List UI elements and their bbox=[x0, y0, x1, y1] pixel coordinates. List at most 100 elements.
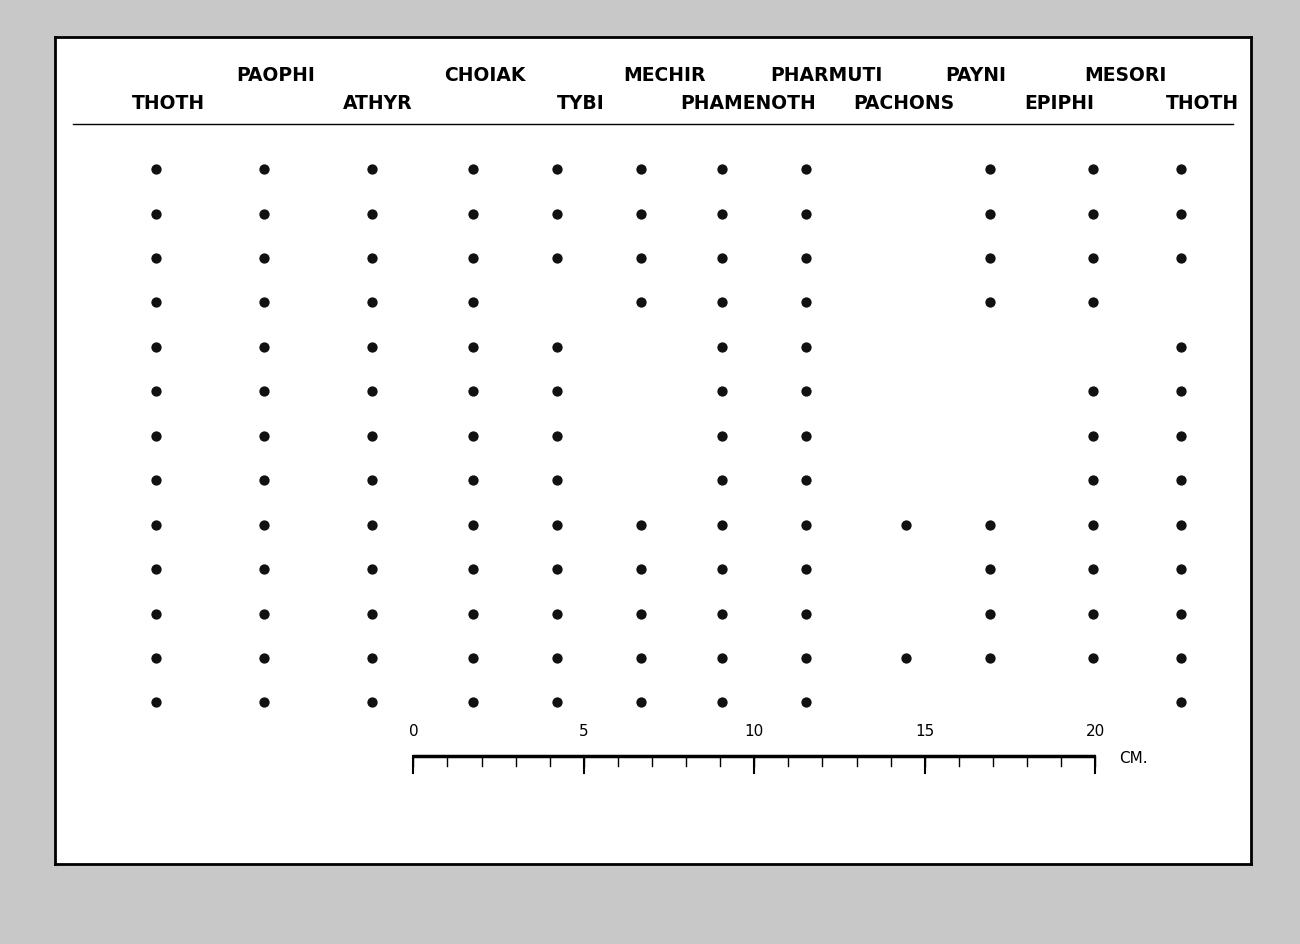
Point bbox=[254, 251, 274, 266]
Point bbox=[546, 251, 567, 266]
Point bbox=[463, 517, 484, 532]
Text: PHARMUTI: PHARMUTI bbox=[770, 66, 883, 85]
Point bbox=[979, 650, 1000, 666]
Point bbox=[1083, 207, 1104, 222]
Point bbox=[1083, 295, 1104, 311]
Text: EPIPHI: EPIPHI bbox=[1024, 94, 1095, 113]
Point bbox=[630, 207, 651, 222]
Point bbox=[711, 162, 732, 177]
Text: 20: 20 bbox=[1086, 723, 1105, 738]
Point bbox=[1083, 606, 1104, 621]
Point bbox=[630, 517, 651, 532]
Point bbox=[796, 517, 816, 532]
Point bbox=[361, 695, 382, 710]
Point bbox=[711, 384, 732, 399]
Point bbox=[630, 251, 651, 266]
Point bbox=[254, 384, 274, 399]
Point bbox=[979, 162, 1000, 177]
Text: 15: 15 bbox=[915, 723, 935, 738]
Point bbox=[463, 162, 484, 177]
Point bbox=[979, 251, 1000, 266]
Text: PHAMENOTH: PHAMENOTH bbox=[680, 94, 816, 113]
Point bbox=[1083, 517, 1104, 532]
Point bbox=[711, 429, 732, 444]
Point bbox=[979, 207, 1000, 222]
Point bbox=[711, 207, 732, 222]
Point bbox=[254, 295, 274, 311]
Point bbox=[546, 606, 567, 621]
Point bbox=[463, 650, 484, 666]
Point bbox=[796, 162, 816, 177]
Text: PACHONS: PACHONS bbox=[853, 94, 954, 113]
Point bbox=[796, 384, 816, 399]
Point bbox=[1171, 340, 1192, 355]
Point bbox=[1083, 384, 1104, 399]
Text: 0: 0 bbox=[408, 723, 419, 738]
Point bbox=[1171, 473, 1192, 488]
Point bbox=[254, 562, 274, 577]
Point bbox=[146, 562, 166, 577]
Point bbox=[546, 429, 567, 444]
Point bbox=[546, 517, 567, 532]
Point bbox=[361, 562, 382, 577]
Point bbox=[146, 650, 166, 666]
Point bbox=[254, 162, 274, 177]
Point bbox=[254, 695, 274, 710]
Point bbox=[361, 473, 382, 488]
Point bbox=[254, 606, 274, 621]
Point bbox=[979, 606, 1000, 621]
Point bbox=[146, 517, 166, 532]
Text: PAYNI: PAYNI bbox=[945, 66, 1006, 85]
Point bbox=[361, 517, 382, 532]
Point bbox=[361, 207, 382, 222]
Point bbox=[711, 562, 732, 577]
Point bbox=[711, 606, 732, 621]
Point bbox=[546, 384, 567, 399]
Point bbox=[1171, 562, 1192, 577]
Point bbox=[1171, 429, 1192, 444]
Point bbox=[146, 606, 166, 621]
Point bbox=[463, 473, 484, 488]
Point bbox=[1171, 606, 1192, 621]
Point bbox=[146, 695, 166, 710]
Point bbox=[546, 562, 567, 577]
Point bbox=[254, 650, 274, 666]
Point bbox=[361, 251, 382, 266]
Point bbox=[463, 429, 484, 444]
Point bbox=[896, 517, 916, 532]
Text: PAOPHI: PAOPHI bbox=[237, 66, 316, 85]
Point bbox=[546, 650, 567, 666]
Point bbox=[546, 340, 567, 355]
Point bbox=[979, 517, 1000, 532]
Point bbox=[463, 295, 484, 311]
Point bbox=[630, 606, 651, 621]
Point bbox=[254, 473, 274, 488]
Point bbox=[1083, 429, 1104, 444]
Text: MESORI: MESORI bbox=[1084, 66, 1166, 85]
Point bbox=[711, 650, 732, 666]
Point bbox=[463, 562, 484, 577]
Point bbox=[796, 295, 816, 311]
Point bbox=[1083, 650, 1104, 666]
Point bbox=[979, 562, 1000, 577]
Point bbox=[1083, 562, 1104, 577]
Point bbox=[254, 340, 274, 355]
Point bbox=[1083, 473, 1104, 488]
Point bbox=[796, 473, 816, 488]
Point bbox=[796, 207, 816, 222]
Point bbox=[146, 429, 166, 444]
Point bbox=[796, 650, 816, 666]
Point bbox=[361, 162, 382, 177]
Point bbox=[361, 650, 382, 666]
Point bbox=[254, 429, 274, 444]
Point bbox=[361, 340, 382, 355]
Point bbox=[146, 340, 166, 355]
Point bbox=[896, 650, 916, 666]
Point bbox=[711, 695, 732, 710]
Point bbox=[711, 251, 732, 266]
Point bbox=[463, 695, 484, 710]
Point bbox=[463, 606, 484, 621]
Point bbox=[1171, 251, 1192, 266]
Point bbox=[796, 695, 816, 710]
Point bbox=[630, 695, 651, 710]
